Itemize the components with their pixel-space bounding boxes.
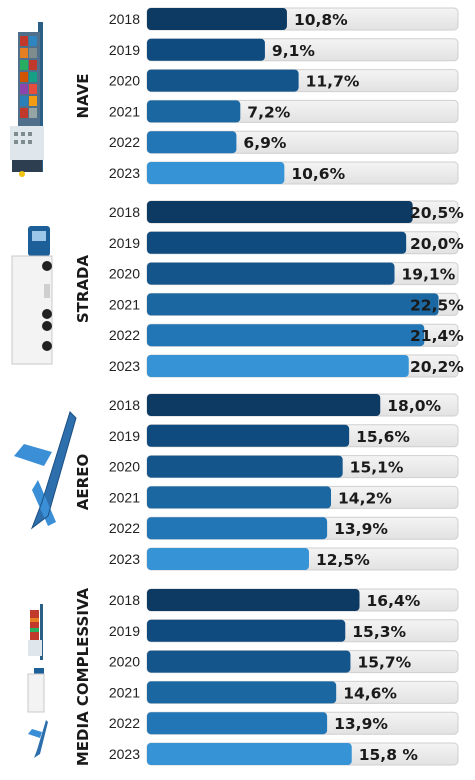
year-tick-label: 2022	[109, 134, 140, 150]
group-label: STRADA	[74, 254, 92, 323]
data-label: 13,9%	[334, 715, 388, 733]
year-tick-label: 2018	[109, 204, 140, 220]
data-label: 7,2%	[247, 103, 290, 121]
year-tick-label: 2023	[109, 746, 140, 762]
ship-icon	[10, 22, 44, 177]
year-tick-label: 2020	[109, 459, 140, 475]
data-label: 20,2%	[410, 358, 464, 376]
bar	[147, 355, 409, 377]
year-tick-label: 2020	[109, 266, 140, 282]
data-label: 15,6%	[356, 428, 410, 446]
bar	[147, 38, 265, 61]
year-tick-label: 2020	[109, 73, 140, 89]
bar	[147, 619, 346, 642]
data-label: 13,9%	[334, 520, 388, 538]
ship-truck-airplane-icon	[27, 604, 48, 758]
data-label: 15,7%	[357, 654, 411, 672]
year-tick-label: 2021	[109, 296, 140, 312]
bar	[147, 424, 350, 447]
year-tick-label: 2019	[109, 623, 140, 639]
data-label: 10,8%	[294, 11, 348, 29]
year-tick-label: 2018	[109, 11, 140, 27]
bar-group: 2018 16,4% 2019 15,3% 2020 15,7% 2021 14,6% 2022…	[74, 587, 459, 766]
bar	[147, 743, 352, 765]
bar	[147, 548, 309, 570]
year-tick-label: 2021	[109, 684, 140, 700]
data-label: 6,9%	[243, 134, 286, 152]
truck-icon	[11, 226, 53, 365]
bar-group: 2018 20,5% 2019 20,0% 2020 19,1% 2021 22,5% 2022…	[74, 200, 464, 378]
year-tick-label: 2019	[109, 428, 140, 444]
bar	[147, 293, 439, 316]
bar	[147, 650, 351, 673]
year-tick-label: 2022	[109, 327, 140, 343]
year-tick-label: 2023	[109, 551, 140, 567]
bar	[147, 131, 237, 154]
year-tick-label: 2021	[109, 103, 140, 119]
year-tick-label: 2023	[109, 358, 140, 374]
bar	[147, 324, 425, 347]
data-label: 20,5%	[410, 204, 464, 222]
data-label: 14,2%	[338, 489, 392, 507]
bar	[147, 589, 360, 611]
bar	[147, 455, 343, 478]
bar	[147, 201, 413, 223]
data-label: 18,0%	[387, 397, 441, 415]
bar	[147, 262, 395, 285]
data-label: 15,3%	[352, 623, 406, 641]
data-label: 22,5%	[410, 296, 464, 314]
year-tick-label: 2019	[109, 42, 140, 58]
bar-group: 2018 10,8% 2019 9,1% 2020 11,7% 2021 7,2% 2022 6,…	[74, 7, 459, 185]
bar	[147, 8, 287, 30]
bar	[147, 712, 328, 735]
data-label: 12,5%	[316, 551, 370, 569]
data-label: 11,7%	[306, 73, 360, 91]
data-label: 15,8 %	[359, 746, 419, 764]
data-label: 19,1%	[402, 266, 456, 284]
data-label: 16,4%	[367, 592, 421, 610]
year-tick-label: 2022	[109, 715, 140, 731]
year-tick-label: 2020	[109, 654, 140, 670]
bar	[147, 486, 332, 509]
data-label: 9,1%	[272, 42, 315, 60]
group-label: MEDIA COMPLESSIVA	[74, 587, 92, 766]
bar	[147, 517, 328, 540]
data-label: 10,6%	[291, 165, 345, 183]
bar	[147, 681, 337, 704]
data-label: 21,4%	[410, 327, 464, 345]
group-label: AEREO	[74, 454, 92, 510]
bar	[147, 100, 241, 123]
bar	[147, 231, 407, 254]
bar	[147, 69, 299, 92]
year-tick-label: 2022	[109, 520, 140, 536]
data-label: 14,6%	[343, 684, 397, 702]
bar	[147, 162, 285, 184]
year-tick-label: 2018	[109, 592, 140, 608]
bar-group: 2018 18,0% 2019 15,6% 2020 15,1% 2021 14,2% 2022…	[74, 393, 459, 571]
data-label: 20,0%	[410, 235, 464, 253]
year-tick-label: 2018	[109, 397, 140, 413]
year-tick-label: 2019	[109, 235, 140, 251]
year-tick-label: 2021	[109, 489, 140, 505]
data-label: 15,1%	[350, 459, 404, 477]
year-tick-label: 2023	[109, 165, 140, 181]
group-label: NAVE	[74, 74, 92, 119]
airplane-icon	[14, 411, 77, 530]
bar	[147, 394, 381, 416]
